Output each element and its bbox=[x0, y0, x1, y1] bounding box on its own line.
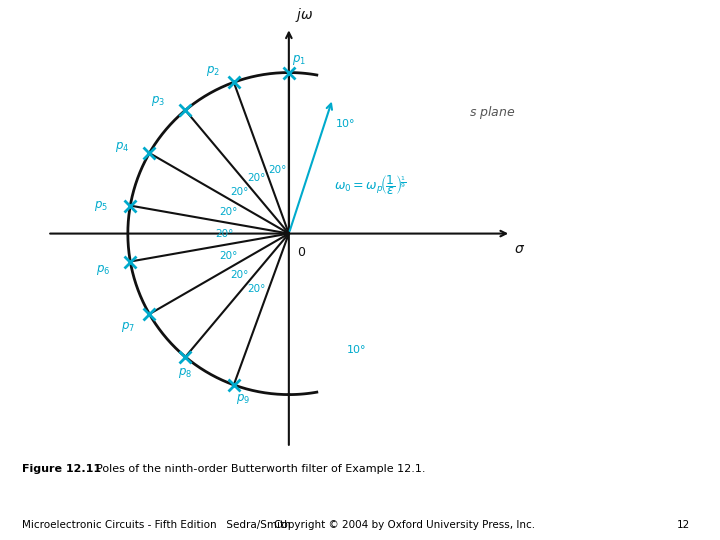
Text: $\omega_0 = \omega_p\!\left(\dfrac{1}{\varepsilon}\right)^{\!\frac{1}{9}}$: $\omega_0 = \omega_p\!\left(\dfrac{1}{\v… bbox=[334, 173, 406, 197]
Text: $p_2$: $p_2$ bbox=[206, 64, 220, 78]
Text: $p_8$: $p_8$ bbox=[179, 366, 192, 380]
Text: 20°: 20° bbox=[230, 187, 248, 197]
Text: $\sigma$: $\sigma$ bbox=[514, 241, 526, 255]
Text: $p_9$: $p_9$ bbox=[236, 393, 251, 407]
Text: 12: 12 bbox=[677, 520, 690, 530]
Text: $p_7$: $p_7$ bbox=[122, 320, 135, 334]
Text: 20°: 20° bbox=[219, 251, 238, 261]
Text: 20°: 20° bbox=[269, 165, 287, 175]
Text: Poles of the ninth-order Butterworth filter of Example 12.1.: Poles of the ninth-order Butterworth fil… bbox=[89, 464, 425, 475]
Text: $p_3$: $p_3$ bbox=[151, 93, 165, 107]
Text: 20°: 20° bbox=[230, 270, 248, 280]
Text: $j\omega$: $j\omega$ bbox=[295, 6, 314, 24]
Text: 20°: 20° bbox=[248, 285, 266, 294]
Text: 10°: 10° bbox=[336, 119, 355, 129]
Text: $s$ plane: $s$ plane bbox=[469, 104, 516, 122]
Text: Copyright © 2004 by Oxford University Press, Inc.: Copyright © 2004 by Oxford University Pr… bbox=[274, 520, 535, 530]
Text: 20°: 20° bbox=[215, 228, 233, 239]
Text: $p_4$: $p_4$ bbox=[115, 140, 129, 153]
Text: 10°: 10° bbox=[347, 345, 366, 354]
Text: Microelectronic Circuits - Fifth Edition   Sedra/Smith: Microelectronic Circuits - Fifth Edition… bbox=[22, 520, 290, 530]
Text: $p_1$: $p_1$ bbox=[292, 53, 305, 66]
Text: Figure 12.11: Figure 12.11 bbox=[22, 464, 101, 475]
Text: $p_5$: $p_5$ bbox=[94, 199, 108, 213]
Text: 20°: 20° bbox=[219, 206, 238, 217]
Text: $p_6$: $p_6$ bbox=[96, 262, 110, 276]
Text: 0: 0 bbox=[297, 246, 305, 259]
Text: 20°: 20° bbox=[248, 173, 266, 183]
